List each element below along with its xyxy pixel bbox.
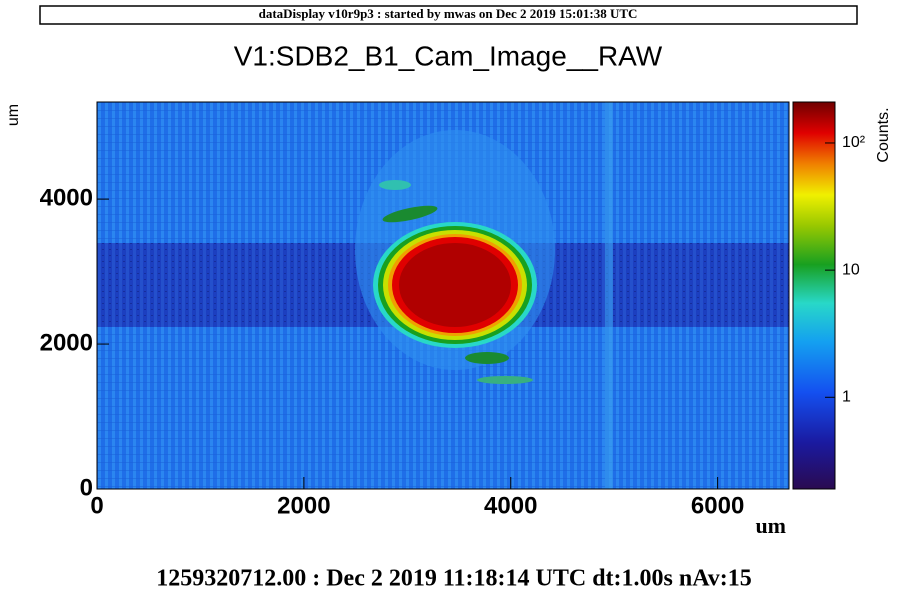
x-axis-label: um xyxy=(755,513,786,538)
x-tick-label: 0 xyxy=(90,492,103,519)
spot-fringe xyxy=(465,352,509,364)
heatmap-image xyxy=(97,102,789,489)
y-axis-label: um xyxy=(5,104,22,126)
color-bar-tick-label: 10² xyxy=(842,134,866,151)
color-bar xyxy=(792,101,836,490)
spot xyxy=(399,243,511,327)
spot-fringe xyxy=(382,205,438,223)
color-bar-label: Counts. xyxy=(875,107,892,162)
x-tick-label: 4000 xyxy=(484,492,537,519)
frame xyxy=(96,101,790,490)
x-tick-label: 2000 xyxy=(277,492,330,519)
header: dataDisplay v10r9p3 : started by mwas on… xyxy=(259,6,638,21)
y-tick-label: 0 xyxy=(80,474,93,501)
header-box xyxy=(39,5,858,25)
footer: 1259320712.00 : Dec 2 2019 11:18:14 UTC … xyxy=(156,566,752,592)
chart-title: V1:SDB2_B1_Cam_Image__RAW xyxy=(234,40,663,71)
y-tick-label: 4000 xyxy=(40,184,93,211)
spot-fringe xyxy=(477,376,533,384)
color-bar-tick-label: 1 xyxy=(842,389,851,406)
spot-fringe xyxy=(379,180,411,190)
y-tick-label: 2000 xyxy=(40,329,93,356)
column-artifact xyxy=(605,102,613,489)
color-bar-tick-label: 10 xyxy=(842,261,860,278)
x-tick-label: 6000 xyxy=(691,492,744,519)
